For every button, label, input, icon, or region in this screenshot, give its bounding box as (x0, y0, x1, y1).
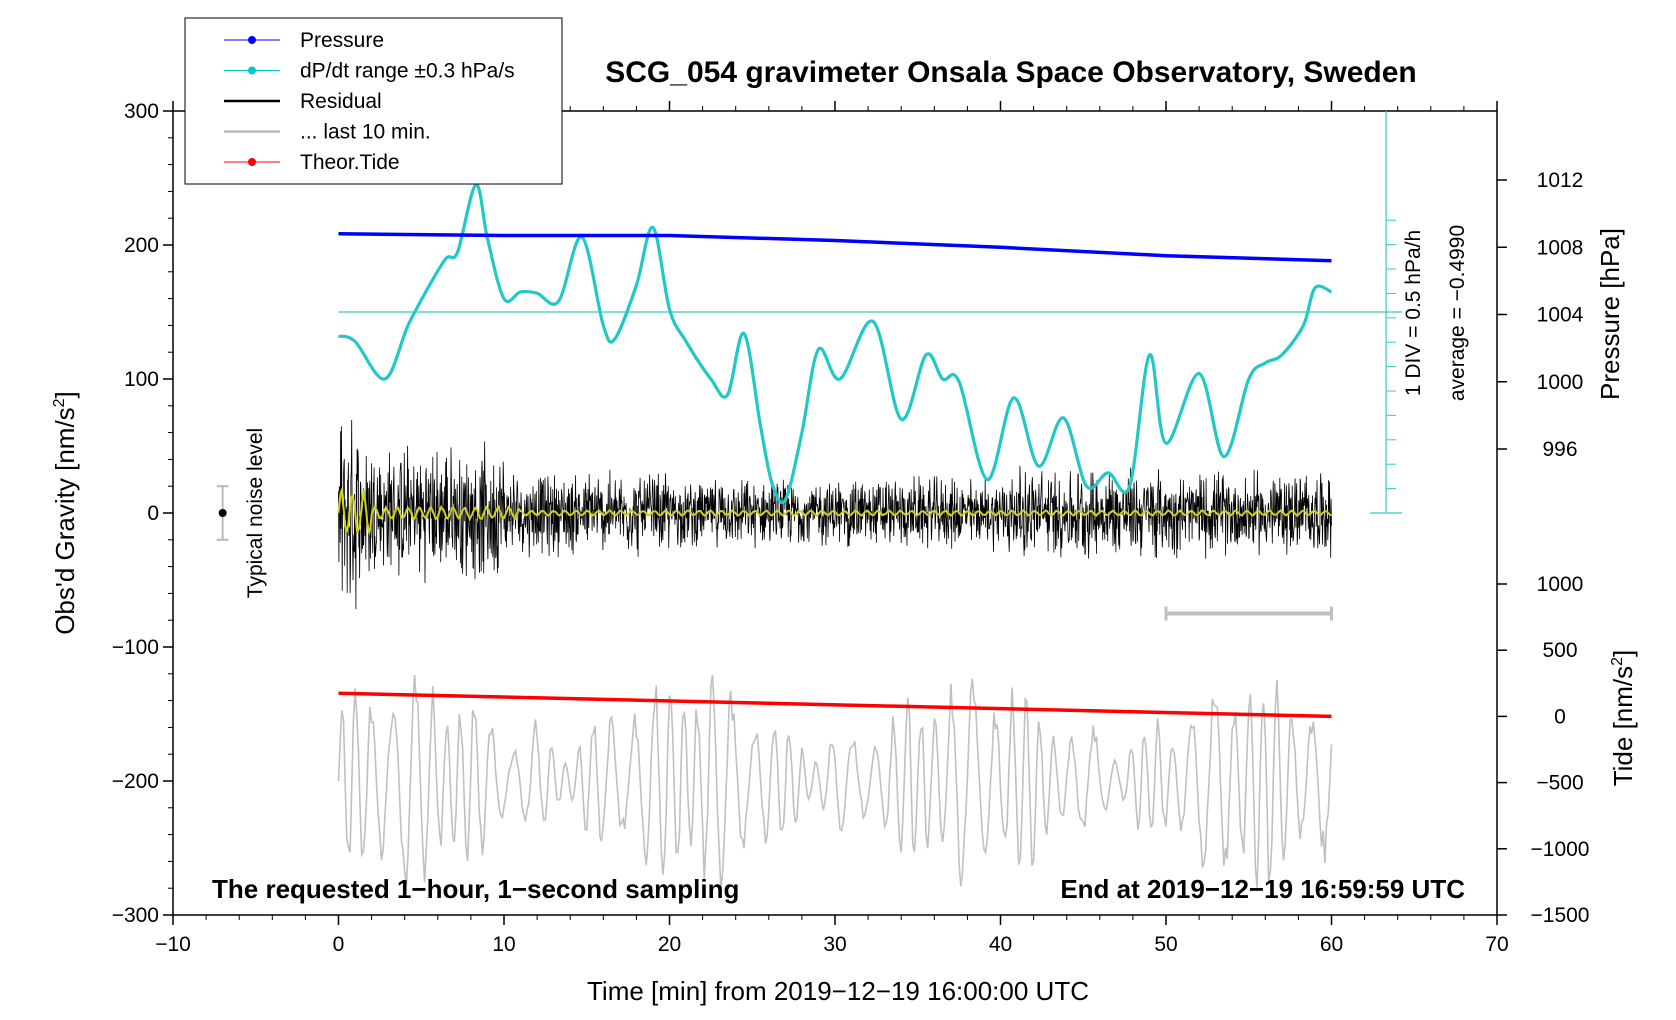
x-tick-label: 30 (823, 933, 846, 956)
dpdt-scale-label: 1 DIV = 0.5 hPa/h (1402, 230, 1425, 396)
y-tick-label-left: 200 (124, 234, 159, 257)
x-tick-label: 20 (658, 933, 681, 956)
legend-marker (248, 158, 256, 166)
dpdt-average-label: average = −0.4990 (1446, 225, 1469, 401)
chart-title: SCG_054 gravimeter Onsala Space Observat… (605, 56, 1417, 89)
y-tick-label-left: −200 (112, 770, 159, 793)
tide-tick-label: 0 (1554, 705, 1566, 728)
legend-label: dP/dt range ±0.3 hPa/s (300, 60, 515, 83)
legend-entry: Residual (224, 90, 382, 113)
tide-tick-label: −500 (1536, 772, 1583, 795)
y-axis-title-tide-main: Tide [nm/s (1608, 666, 1638, 786)
y-axis-title-tide-sup: 2 (1609, 657, 1626, 666)
legend-label: Theor.Tide (300, 151, 400, 174)
pressure-tick-label: 996 (1542, 438, 1577, 461)
tide-tick-label: −1500 (1531, 904, 1590, 927)
y-axis-title-tide-close: ] (1608, 650, 1638, 657)
x-tick-label: 60 (1320, 933, 1343, 956)
legend: Pressure dP/dt range ±0.3 hPa/s Residual..… (184, 17, 563, 185)
tide-tick-label: 500 (1542, 639, 1577, 662)
y-tick-label-left: 100 (124, 368, 159, 391)
y-tick-label-left: 300 (124, 100, 159, 123)
y-axis-title-pressure: Pressure [hPa] (1595, 228, 1625, 400)
pressure-tick-label: 1008 (1537, 236, 1584, 259)
legend-label: Residual (300, 90, 382, 113)
residual-line (338, 419, 1332, 610)
legend-marker (248, 36, 256, 44)
pressure-tick-label: 1000 (1537, 371, 1584, 394)
last-10-min-line (337, 674, 1333, 889)
data-layer (216, 111, 1403, 889)
y-axis-title-left: Obs'd Gravity [nm/s2] (50, 391, 80, 635)
legend-entry: dP/dt range ±0.3 hPa/s (224, 60, 515, 83)
y-tick-label-left: 0 (147, 502, 159, 525)
tide-line (338, 691, 1332, 719)
sampling-note: The requested 1−hour, 1−second sampling (212, 874, 739, 904)
axis-ticks: −10 0 10 20 30 40 50 60 703002001000−100−200−300… (112, 100, 1590, 956)
legend-entry: ... last 10 min. (224, 121, 431, 144)
y-axis-title-left-sup: 2 (51, 398, 68, 407)
filtered-residual-line (337, 486, 1332, 536)
x-tick-label: −10 (155, 933, 191, 956)
noise-point (218, 509, 227, 517)
y-axis-title-tide: Tide [nm/s2] (1608, 650, 1638, 787)
x-tick-label: 0 (333, 933, 345, 956)
end-time-note: End at 2019−12−19 16:59:59 UTC (1060, 874, 1465, 904)
pressure-tick-label: 1004 (1537, 304, 1584, 327)
noise-level-label: Typical noise level (244, 428, 267, 598)
pressure-tick-label: 1012 (1537, 169, 1584, 192)
x-tick-label: 40 (989, 933, 1012, 956)
x-axis-title: Time [min] from 2019−12−19 16:00:00 UTC (587, 976, 1089, 1006)
tide-tick-label: −1000 (1531, 838, 1590, 861)
x-tick-label: 70 (1485, 933, 1508, 956)
y-tick-label-left: −300 (112, 904, 159, 927)
tide-tick-label: 1000 (1537, 573, 1584, 596)
y-axis-title-left-close: ] (50, 391, 80, 398)
legend-label: Pressure (300, 29, 384, 52)
pressure-line (338, 232, 1332, 263)
legend-entry: Theor.Tide (224, 151, 400, 174)
legend-label: ... last 10 min. (300, 121, 431, 144)
y-tick-label-left: −100 (112, 636, 159, 659)
x-tick-label: 10 (492, 933, 515, 956)
legend-entry: Pressure (224, 29, 384, 52)
y-axis-title-left-main: Obs'd Gravity [nm/s (50, 407, 80, 634)
legend-marker (248, 66, 256, 75)
dpdt-line (338, 183, 1333, 505)
x-tick-label: 50 (1154, 933, 1177, 956)
